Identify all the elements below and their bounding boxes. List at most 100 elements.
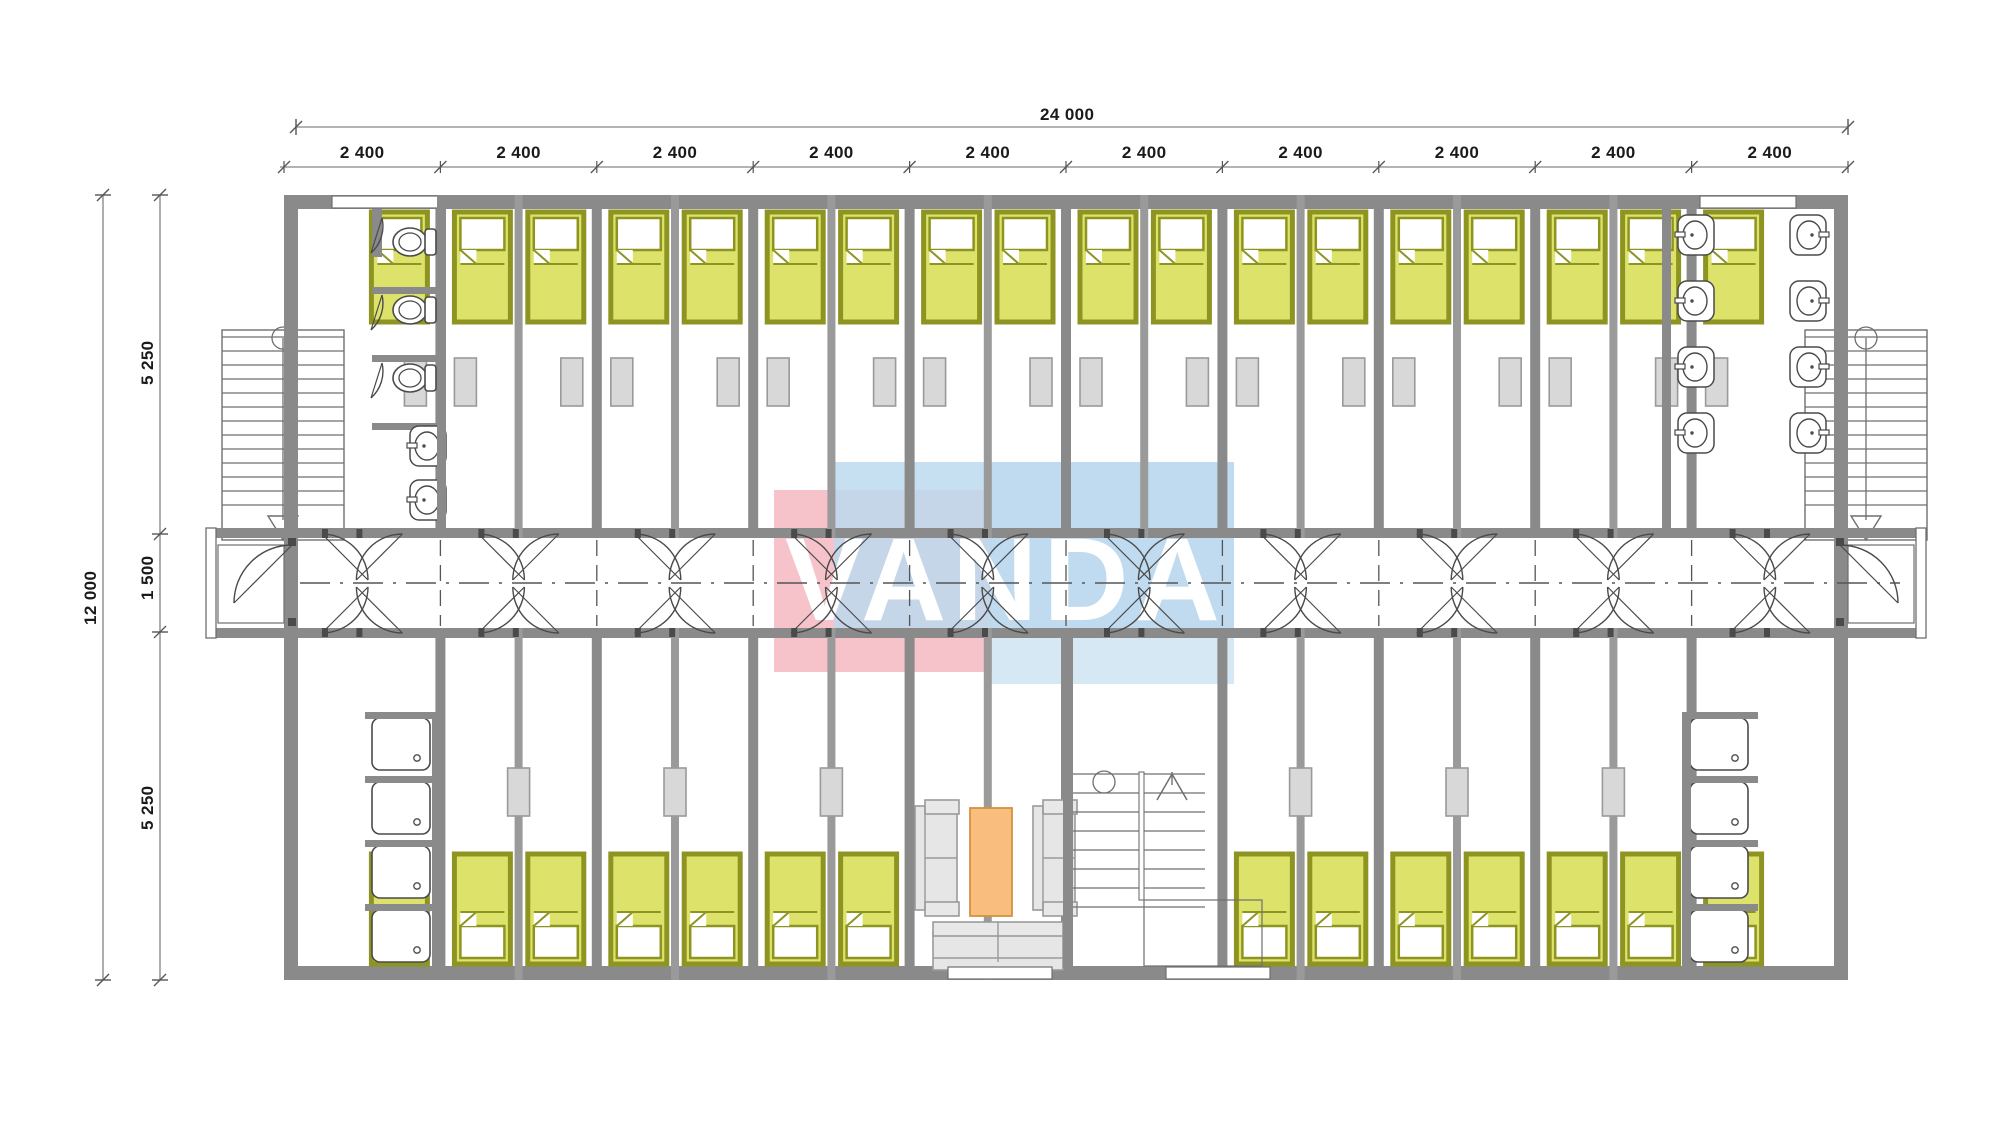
door-swing bbox=[790, 586, 838, 637]
washroom-right bbox=[1662, 195, 1830, 528]
door-swing bbox=[1103, 529, 1151, 581]
shower-icon-l3 bbox=[371, 845, 431, 899]
bed bbox=[924, 212, 980, 322]
shower-block-right bbox=[1682, 712, 1758, 968]
bay-dimension-label-8: 2 400 bbox=[1435, 143, 1480, 162]
door-swing-corridor-left bbox=[233, 538, 296, 626]
door-swing bbox=[355, 586, 403, 637]
wardrobe bbox=[506, 767, 531, 817]
bay-dimension-label-1: 2 400 bbox=[340, 143, 385, 162]
wc-block-left bbox=[331, 195, 447, 535]
door-swing bbox=[1606, 529, 1655, 581]
door-swing bbox=[1103, 586, 1151, 637]
window-bottom-lounge bbox=[947, 966, 1053, 980]
wardrobe bbox=[1445, 767, 1469, 817]
bay-dimension-label-4: 2 400 bbox=[809, 143, 854, 162]
door-swing bbox=[1450, 586, 1498, 637]
bed bbox=[767, 854, 823, 964]
wardrobe bbox=[453, 357, 478, 407]
door-swing bbox=[321, 529, 369, 581]
overall-width-label: 24 000 bbox=[1040, 105, 1094, 124]
bay-dimension-label-10: 2 400 bbox=[1748, 143, 1793, 162]
bed bbox=[1153, 212, 1209, 322]
bed bbox=[1310, 212, 1366, 322]
door-swing bbox=[824, 529, 873, 581]
exterior-stairs-left bbox=[221, 326, 345, 542]
bed bbox=[1549, 854, 1605, 964]
door-swing bbox=[947, 586, 995, 637]
wardrobe bbox=[663, 767, 687, 817]
door-swing bbox=[512, 529, 560, 581]
basin-icon-r1 bbox=[1674, 214, 1715, 256]
coffee-table bbox=[969, 807, 1013, 917]
bed bbox=[1466, 854, 1522, 964]
wardrobe bbox=[1288, 767, 1313, 817]
shower-icon-r3 bbox=[1689, 845, 1749, 899]
door-swing bbox=[1416, 586, 1464, 637]
bay-dimension-label-5: 2 400 bbox=[966, 143, 1011, 162]
vanda-watermark: VANDA bbox=[774, 462, 1234, 684]
door-swing bbox=[1572, 586, 1620, 637]
wardrobe bbox=[1029, 357, 1053, 407]
door-swing bbox=[1763, 529, 1811, 581]
bay-dimension-label-2: 2 400 bbox=[496, 143, 541, 162]
window-top-left bbox=[331, 195, 441, 209]
door-swing bbox=[668, 586, 716, 637]
door-swing bbox=[1259, 586, 1308, 637]
window-bottom-stair bbox=[1165, 966, 1271, 980]
wardrobe bbox=[1342, 357, 1366, 407]
bay-dimension-label-3: 2 400 bbox=[653, 143, 698, 162]
door-swing bbox=[1763, 586, 1811, 637]
door-swing bbox=[981, 586, 1029, 637]
wardrobe bbox=[1498, 357, 1522, 407]
bed bbox=[684, 854, 740, 964]
bed bbox=[1466, 212, 1522, 322]
basin-icon-r5 bbox=[1789, 214, 1830, 256]
segment-label-upper: 5 250 bbox=[138, 340, 157, 385]
door-swing bbox=[1729, 529, 1777, 581]
basin-icon-r2 bbox=[1674, 280, 1715, 322]
bed bbox=[997, 212, 1053, 322]
wardrobe bbox=[1601, 767, 1626, 817]
wardrobe bbox=[1079, 357, 1103, 407]
grid-lines bbox=[439, 540, 1693, 626]
bed bbox=[454, 212, 510, 322]
door-swing bbox=[1259, 529, 1308, 581]
room-doors bbox=[233, 529, 1899, 637]
segment-label-corridor: 1 500 bbox=[138, 555, 157, 600]
sofa-left bbox=[914, 799, 960, 917]
bed bbox=[841, 854, 897, 964]
toilet-icon-3 bbox=[392, 363, 437, 393]
shower-icon-l1 bbox=[371, 717, 431, 771]
door-swing bbox=[1416, 529, 1464, 581]
door-swing bbox=[1606, 586, 1655, 637]
door-swing bbox=[1294, 529, 1342, 581]
shower-icon-r2 bbox=[1689, 781, 1749, 835]
interior-staircase bbox=[1063, 638, 1271, 980]
door-swing bbox=[321, 586, 369, 637]
wardrobe bbox=[609, 357, 634, 407]
overall-height-label: 12 000 bbox=[81, 571, 100, 625]
door-swing bbox=[981, 529, 1029, 581]
toilet-icon-2 bbox=[392, 295, 437, 325]
partition-walls bbox=[435, 195, 1697, 980]
wardrobe bbox=[716, 357, 741, 407]
shower-icon-r4 bbox=[1689, 909, 1749, 963]
door-swing-corridor-right bbox=[1836, 538, 1899, 626]
door-swing bbox=[1137, 529, 1185, 581]
door-swing bbox=[355, 529, 403, 581]
shower-icon-r1 bbox=[1689, 717, 1749, 771]
basin-icon-r6 bbox=[1789, 280, 1830, 322]
door-swing bbox=[790, 529, 838, 581]
window-top-right bbox=[1699, 195, 1797, 209]
door-swing bbox=[1294, 586, 1342, 637]
bay-dimension-label-6: 2 400 bbox=[1122, 143, 1167, 162]
bed bbox=[528, 212, 584, 322]
bed bbox=[1080, 212, 1136, 322]
wardrobe bbox=[559, 357, 584, 407]
bed bbox=[528, 854, 584, 964]
door-swing bbox=[477, 586, 526, 637]
left-dimension-overall: 12 000 bbox=[81, 188, 111, 987]
